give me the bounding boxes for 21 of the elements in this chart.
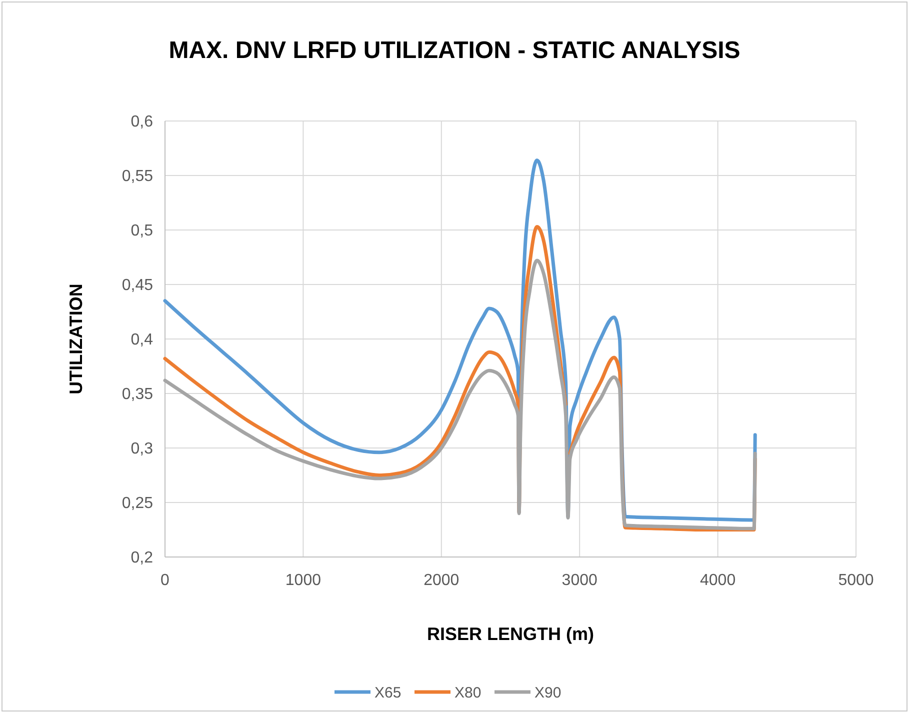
y-tick-label: 0,35	[122, 386, 154, 404]
x-tick-label: 2000	[424, 572, 460, 589]
x-tick-label: 1000	[285, 572, 322, 589]
y-tick-label: 0,25	[122, 495, 154, 512]
x-axis-title: RISER LENGTH (m)	[426, 624, 594, 644]
y-tick-label: 0,55	[122, 168, 154, 186]
legend-label: X90	[534, 684, 562, 702]
y-axis-title: UTILIZATION	[66, 284, 86, 394]
y-tick-label: 0,5	[130, 222, 154, 240]
y-tick-label: 0,6	[130, 114, 154, 131]
chart-title: MAX. DNV LRFD UTILIZATION - STATIC ANALYSIS	[168, 37, 740, 64]
y-tick-label: 0,2	[130, 550, 154, 567]
y-tick-label: 0,45	[122, 277, 154, 294]
y-tick-label: 0,4	[130, 332, 154, 349]
x-tick-label: 0	[160, 572, 170, 589]
legend-label: X65	[374, 684, 402, 702]
legend-label: X80	[454, 684, 482, 702]
x-tick-label: 5000	[838, 572, 874, 589]
x-tick-label: 3000	[562, 572, 598, 589]
y-tick-label: 0,3	[130, 440, 154, 458]
x-tick-label: 4000	[700, 572, 736, 589]
